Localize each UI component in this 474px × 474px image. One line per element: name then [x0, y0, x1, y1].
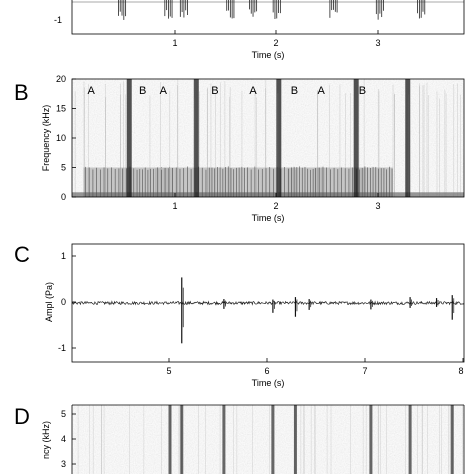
panel-b-click [353, 79, 359, 197]
panel-b-segment-label: A [249, 85, 257, 97]
panel-d-click [168, 405, 172, 474]
panel-d-click [180, 405, 184, 474]
panel-b: B A B A B A B A B 0 5 10 15 20 1 2 3 Time (s) F… [14, 74, 465, 223]
panel-d-click [450, 405, 454, 474]
panel-b-xtick-label: 2 [273, 201, 278, 211]
panel-b-click [405, 79, 411, 197]
panel-b-segment-label: B [359, 85, 366, 97]
panel-a-xtick-label: 2 [273, 38, 278, 48]
panel-b-click [276, 79, 282, 197]
panel-d-ytick-label: 5 [61, 409, 66, 419]
panel-c-xticks: 5 6 7 8 [166, 358, 464, 376]
panel-c-xtick-label: 7 [362, 366, 367, 376]
panel-b-xtick-label: 1 [172, 201, 177, 211]
panel-c-label: C [14, 242, 30, 267]
panel-c-xtick-label: 6 [264, 366, 269, 376]
panel-d-ytick-label: 4 [61, 434, 66, 444]
panel-d-ylabel: ncy (kHz) [41, 421, 51, 459]
panel-b-segment-label: B [211, 85, 218, 97]
panel-b-xticks: 1 2 3 [172, 193, 381, 211]
panel-b-click [193, 79, 199, 197]
panel-c-ylabel: Ampl (Pa) [44, 282, 54, 322]
panel-c-yticks: 1 0 -1 [58, 251, 76, 353]
panel-c-xtick-label: 8 [458, 366, 463, 376]
panel-b-baseband [72, 192, 464, 197]
panel-b-ylabel: Frequency (kHz) [41, 105, 51, 172]
panel-a-plot-area [72, 0, 464, 20]
panel-b-ytick-label: 5 [61, 163, 66, 173]
panel-d: D 5 4 3 ncy (kHz) [14, 404, 465, 474]
panel-d-click [271, 405, 275, 474]
panel-b-segment-label: A [160, 85, 168, 97]
panel-a-xtick-label: 1 [172, 38, 177, 48]
panel-b-lowband [155, 167, 208, 197]
panel-b-ytick-label: 0 [61, 192, 66, 202]
panel-b-xtick-label: 3 [375, 201, 380, 211]
panel-c: C 1 0 -1 5 6 7 8 Time (s) Ampl (Pa) [14, 242, 465, 388]
panel-b-segment-label: A [87, 85, 95, 97]
panel-b-label: B [14, 80, 29, 105]
panel-a: -1 1 2 3 Time (s) [54, 0, 465, 60]
panel-b-ytick-label: 20 [56, 74, 66, 84]
panel-c-ytick-label: 0 [61, 297, 66, 307]
panel-c-frame [71, 243, 465, 363]
panel-d-plot-area [77, 405, 463, 474]
panel-a-frame [71, 0, 465, 35]
panel-b-yticks: 0 5 10 15 20 [56, 74, 76, 202]
panel-b-ytick-label: 10 [56, 133, 66, 143]
panel-b-segment-label: B [291, 85, 298, 97]
panel-d-click [408, 405, 412, 474]
panel-c-ytick-label: 1 [61, 251, 66, 261]
panel-a-ytick: -1 [54, 15, 62, 25]
panel-c-ytick-label: -1 [58, 343, 66, 353]
panel-b-click [126, 79, 132, 197]
panel-c-noise-trace [71, 300, 465, 306]
panel-c-plot-area [71, 277, 465, 344]
panel-b-segment-label: B [139, 85, 146, 97]
panel-d-ytick-label: 3 [61, 459, 66, 469]
panel-a-xticks: 1 2 3 [172, 30, 381, 48]
panel-a-xlabel: Time (s) [252, 50, 285, 60]
panel-a-xtick-label: 3 [375, 38, 380, 48]
panel-b-ytick-label: 15 [56, 104, 66, 114]
panel-b-segment-label: A [318, 85, 326, 97]
panel-d-click [369, 405, 373, 474]
panel-d-background [72, 405, 464, 474]
panel-d-label: D [14, 404, 30, 429]
panel-d-click [222, 405, 226, 474]
panel-b-xlabel: Time (s) [252, 213, 285, 223]
panel-c-xlabel: Time (s) [252, 378, 285, 388]
panel-d-yticks: 5 4 3 [61, 409, 76, 469]
panel-c-xtick-label: 5 [166, 366, 171, 376]
panel-d-click [293, 405, 297, 474]
